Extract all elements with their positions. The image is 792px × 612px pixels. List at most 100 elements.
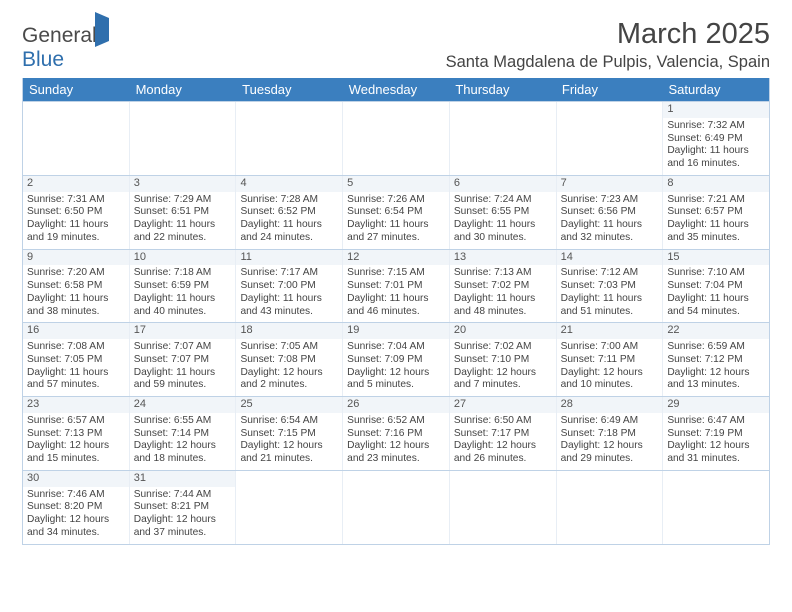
day-number: 13	[450, 250, 556, 266]
day-number: 24	[130, 397, 236, 413]
day-cell: 12Sunrise: 7:15 AMSunset: 7:01 PMDayligh…	[342, 250, 449, 323]
sunset-line: Sunset: 7:07 PM	[134, 354, 232, 367]
day-cell: 14Sunrise: 7:12 AMSunset: 7:03 PMDayligh…	[556, 250, 663, 323]
day-cell: 3Sunrise: 7:29 AMSunset: 6:51 PMDaylight…	[129, 176, 236, 249]
daylight-line: Daylight: 12 hours and 29 minutes.	[561, 440, 659, 466]
day-cell: 31Sunrise: 7:44 AMSunset: 8:21 PMDayligh…	[129, 471, 236, 544]
sunset-line: Sunset: 7:04 PM	[667, 280, 765, 293]
sunrise-line: Sunrise: 7:12 AM	[561, 267, 659, 280]
day-cell: 20Sunrise: 7:02 AMSunset: 7:10 PMDayligh…	[449, 323, 556, 396]
day-number: 14	[557, 250, 663, 266]
sunrise-line: Sunrise: 7:13 AM	[454, 267, 552, 280]
sunrise-line: Sunrise: 7:28 AM	[240, 194, 338, 207]
daylight-line: Daylight: 11 hours and 16 minutes.	[667, 145, 765, 171]
day-number: 17	[130, 323, 236, 339]
sunset-line: Sunset: 7:12 PM	[667, 354, 765, 367]
day-number: 15	[663, 250, 769, 266]
day-number: 22	[663, 323, 769, 339]
sunset-line: Sunset: 8:20 PM	[27, 501, 125, 514]
day-cell	[449, 102, 556, 175]
logo-text-general: General	[22, 24, 97, 47]
day-cell: 24 Sunrise: 6:55 AMSunset: 7:14 PMDayligh…	[129, 397, 236, 470]
day-cell	[556, 102, 663, 175]
sunset-line: Sunset: 7:16 PM	[347, 428, 445, 441]
day-number: 16	[23, 323, 129, 339]
day-cell	[662, 471, 769, 544]
day-cell: 22 Sunrise: 6:59 AMSunset: 7:12 PMDayligh…	[662, 323, 769, 396]
day-number: 2	[23, 176, 129, 192]
logo: General Blue	[22, 18, 109, 72]
day-header: Monday	[130, 78, 237, 101]
day-cell: 15Sunrise: 7:10 AMSunset: 7:04 PMDayligh…	[662, 250, 769, 323]
day-number: 10	[130, 250, 236, 266]
day-cell: 9Sunrise: 7:20 AMSunset: 6:58 PMDaylight…	[23, 250, 129, 323]
sunrise-line: Sunrise: 6:49 AM	[561, 415, 659, 428]
day-cell	[129, 102, 236, 175]
day-number: 28	[557, 397, 663, 413]
sunrise-line: Sunrise: 7:44 AM	[134, 489, 232, 502]
week-row: 2Sunrise: 7:31 AMSunset: 6:50 PMDaylight…	[23, 175, 769, 249]
day-number: 6	[450, 176, 556, 192]
day-cell: 8Sunrise: 7:21 AMSunset: 6:57 PMDaylight…	[662, 176, 769, 249]
sunset-line: Sunset: 7:17 PM	[454, 428, 552, 441]
sunset-line: Sunset: 7:08 PM	[240, 354, 338, 367]
day-number: 31	[130, 471, 236, 487]
day-number: 30	[23, 471, 129, 487]
day-number: 4	[236, 176, 342, 192]
week-row: 1Sunrise: 7:32 AMSunset: 6:49 PMDaylight…	[23, 101, 769, 175]
sunrise-line: Sunrise: 6:59 AM	[667, 341, 765, 354]
sunrise-line: Sunrise: 7:04 AM	[347, 341, 445, 354]
day-number: 11	[236, 250, 342, 266]
day-header: Wednesday	[343, 78, 450, 101]
sunset-line: Sunset: 7:03 PM	[561, 280, 659, 293]
month-title: March 2025	[446, 18, 770, 51]
sunset-line: Sunset: 7:11 PM	[561, 354, 659, 367]
sunrise-line: Sunrise: 7:24 AM	[454, 194, 552, 207]
sunset-line: Sunset: 6:49 PM	[667, 133, 765, 146]
day-cell: 29Sunrise: 6:47 AMSunset: 7:19 PMDayligh…	[662, 397, 769, 470]
day-number: 21	[557, 323, 663, 339]
day-number: 20	[450, 323, 556, 339]
day-number: 25	[236, 397, 342, 413]
daylight-line: Daylight: 11 hours and 24 minutes.	[240, 219, 338, 245]
sunset-line: Sunset: 7:02 PM	[454, 280, 552, 293]
day-cell: 2Sunrise: 7:31 AMSunset: 6:50 PMDaylight…	[23, 176, 129, 249]
sunset-line: Sunset: 7:00 PM	[240, 280, 338, 293]
day-number: 7	[557, 176, 663, 192]
daylight-line: Daylight: 12 hours and 21 minutes.	[240, 440, 338, 466]
day-number: 1	[663, 102, 769, 118]
daylight-line: Daylight: 12 hours and 23 minutes.	[347, 440, 445, 466]
daylight-line: Daylight: 11 hours and 35 minutes.	[667, 219, 765, 245]
sunset-line: Sunset: 7:14 PM	[134, 428, 232, 441]
sunset-line: Sunset: 6:52 PM	[240, 206, 338, 219]
sunrise-line: Sunrise: 7:46 AM	[27, 489, 125, 502]
sunset-line: Sunset: 6:55 PM	[454, 206, 552, 219]
day-cell: 11Sunrise: 7:17 AMSunset: 7:00 PMDayligh…	[235, 250, 342, 323]
day-number: 23	[23, 397, 129, 413]
sunrise-line: Sunrise: 7:26 AM	[347, 194, 445, 207]
day-cell: 13Sunrise: 7:13 AMSunset: 7:02 PMDayligh…	[449, 250, 556, 323]
sunset-line: Sunset: 7:19 PM	[667, 428, 765, 441]
week-row: 9Sunrise: 7:20 AMSunset: 6:58 PMDaylight…	[23, 249, 769, 323]
day-cell: 6 Sunrise: 7:24 AMSunset: 6:55 PMDaylight…	[449, 176, 556, 249]
day-header-row: SundayMondayTuesdayWednesdayThursdayFrid…	[23, 78, 769, 101]
daylight-line: Daylight: 12 hours and 37 minutes.	[134, 514, 232, 540]
daylight-line: Daylight: 12 hours and 18 minutes.	[134, 440, 232, 466]
daylight-line: Daylight: 11 hours and 30 minutes.	[454, 219, 552, 245]
daylight-line: Daylight: 11 hours and 43 minutes.	[240, 293, 338, 319]
sunrise-line: Sunrise: 6:47 AM	[667, 415, 765, 428]
header: General Blue March 2025 Santa Magdalena …	[22, 18, 770, 72]
sunrise-line: Sunrise: 6:55 AM	[134, 415, 232, 428]
daylight-line: Daylight: 12 hours and 13 minutes.	[667, 367, 765, 393]
sunrise-line: Sunrise: 7:05 AM	[240, 341, 338, 354]
day-number: 8	[663, 176, 769, 192]
day-number: 9	[23, 250, 129, 266]
sunrise-line: Sunrise: 6:50 AM	[454, 415, 552, 428]
daylight-line: Daylight: 12 hours and 34 minutes.	[27, 514, 125, 540]
day-number: 18	[236, 323, 342, 339]
day-cell: 4 Sunrise: 7:28 AMSunset: 6:52 PMDaylight…	[235, 176, 342, 249]
sunset-line: Sunset: 6:51 PM	[134, 206, 232, 219]
sunset-line: Sunset: 7:01 PM	[347, 280, 445, 293]
day-cell	[342, 102, 449, 175]
sunset-line: Sunset: 7:09 PM	[347, 354, 445, 367]
